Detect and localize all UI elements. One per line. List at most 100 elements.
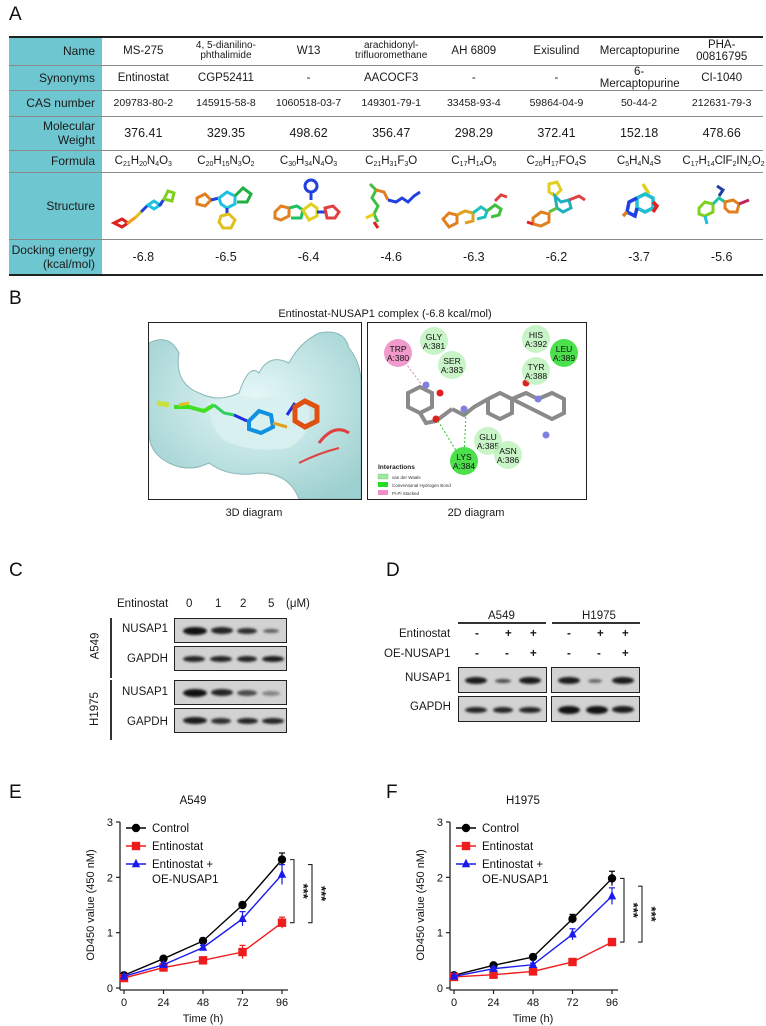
- x-tick-label: 24: [157, 997, 169, 1009]
- legend-label-pipi: Pi-Pi Stacked: [392, 491, 420, 496]
- cell-mw: 356.47: [372, 126, 411, 140]
- marker-circle: [568, 914, 577, 924]
- plus-sign: +: [622, 648, 629, 660]
- bracket-line: [110, 680, 112, 740]
- cell-line-label: A549: [89, 632, 102, 660]
- row-header-synonyms: Synonyms: [9, 65, 102, 90]
- row-header-structure: Structure: [9, 172, 102, 239]
- name-line: trifluoromethane: [355, 50, 428, 62]
- marker-triangle: [198, 942, 208, 951]
- cell-formula: C30H34N4O3: [279, 154, 338, 168]
- marker-circle: [159, 954, 168, 963]
- marker-triangle: [119, 971, 129, 980]
- cell-cas: 59864-04-9: [529, 97, 584, 109]
- cell-mw: 372.41: [537, 126, 576, 140]
- protein-label: NUSAP1: [122, 686, 169, 698]
- marker-triangle: [159, 959, 168, 968]
- panel-label-f: F: [386, 782, 398, 803]
- svg-text:A:386: A:386: [497, 455, 519, 465]
- treatment-label: Entinostat: [117, 598, 169, 610]
- cell-cas: 33458-93-4: [446, 97, 501, 109]
- svg-text:SER: SER: [443, 356, 460, 366]
- western-blot-d-a549-nusap1: [458, 667, 547, 693]
- table-row-name: Name MS-275 4, 5-dianilino-phthalimide W…: [9, 37, 763, 65]
- chart-title: H1975: [506, 795, 540, 807]
- cell-energy: -6.3: [463, 249, 485, 264]
- marker-circle: [238, 900, 247, 910]
- molecule-structure-image: [350, 172, 433, 239]
- western-blot-a549-gapdh: [174, 646, 287, 671]
- legend-label-hbond: Conventional Hydrogen Bond: [392, 483, 451, 488]
- dose-label: 2: [240, 598, 247, 610]
- marker-square: [489, 970, 498, 979]
- cell-energy: -5.6: [710, 249, 733, 264]
- marker-square: [528, 967, 538, 976]
- table-row-docking-energy: Docking energy (kcal/mol) -6.8 -6.5 -6.4 …: [9, 239, 763, 275]
- western-blot-h1975-nusap1: [174, 680, 287, 705]
- cell-energy: -6.5: [215, 249, 237, 264]
- svg-text:A:383: A:383: [441, 365, 463, 375]
- cell-cas: 1060518-03-7: [275, 97, 342, 109]
- marker-triangle: [238, 913, 247, 923]
- western-blot-h1975-gapdh: [174, 708, 287, 733]
- marker-circle: [198, 936, 208, 946]
- table-row-formula: Formula C21H20N4O3 C20H15N3O2 C30H34N4O3…: [9, 150, 765, 172]
- marker-triangle: [449, 971, 459, 980]
- cell-mw: 498.62: [289, 126, 328, 140]
- minus-sign: -: [475, 648, 479, 660]
- svg-text:A:388: A:388: [525, 371, 547, 381]
- plus-sign: +: [622, 628, 629, 640]
- cell-synonym: -: [306, 71, 311, 84]
- significance-stars: ***: [314, 886, 329, 902]
- cell-formula: C20H15N3O2: [197, 154, 255, 168]
- svg-text:A:389: A:389: [553, 353, 575, 363]
- western-blot-d-a549-gapdh: [458, 696, 547, 722]
- dose-label: 5: [268, 598, 275, 610]
- cell-synonym: -: [471, 71, 476, 84]
- row-label-oe-nusap1: OE-NUSAP1: [384, 648, 451, 660]
- marker-triangle: [568, 929, 577, 938]
- svg-text:GLU: GLU: [479, 432, 496, 442]
- marker-square: [131, 841, 141, 851]
- legend-swatch-pipi: [378, 490, 388, 495]
- header-line: Docking energy: [11, 242, 95, 257]
- cell-cas: 209783-80-2: [113, 97, 174, 109]
- cell-mw: 376.41: [124, 126, 163, 140]
- cell-energy: -6.8: [132, 249, 155, 264]
- name-line: arachidonyl-: [363, 40, 419, 52]
- y-tick-label: 1: [437, 928, 443, 940]
- legend-label: Control: [152, 823, 189, 835]
- legend-title: Interactions: [378, 464, 415, 471]
- cell-synonym: AACOCF3: [364, 71, 419, 84]
- row-header-mw: Molecular Weight: [9, 116, 102, 150]
- marker-square: [568, 957, 577, 967]
- significance-stars: ***: [296, 884, 311, 900]
- marker-square: [461, 841, 471, 851]
- svg-text:LEU: LEU: [556, 344, 573, 354]
- marker-circle: [461, 823, 471, 833]
- marker-triangle: [277, 869, 287, 878]
- cell-synonym: -: [554, 71, 559, 84]
- panel-label-c: C: [9, 560, 23, 581]
- plus-sign: +: [597, 628, 604, 640]
- legend-label: OE-NUSAP1: [152, 874, 218, 886]
- molecule-structure-image: [515, 172, 598, 239]
- y-tick-label: 1: [107, 928, 113, 940]
- marker-triangle: [489, 963, 498, 972]
- marker-triangle: [607, 890, 617, 900]
- cell-line-label: A549: [488, 610, 515, 622]
- cell-name: Exisulind: [533, 45, 580, 58]
- docking-title: Entinostat-NUSAP1 complex (-6.8 kcal/mol…: [278, 308, 492, 320]
- cell-line-label: H1975: [88, 692, 101, 726]
- unit-label: (μM): [286, 598, 310, 610]
- minus-sign: -: [597, 648, 601, 660]
- cell-synonym: CGP52411: [197, 71, 254, 84]
- table-row-synonyms: Synonyms Entinostat CGP52411 - AACOCF3 -…: [9, 65, 763, 90]
- molecule-structure-image: [267, 172, 350, 239]
- marker-square: [198, 956, 208, 965]
